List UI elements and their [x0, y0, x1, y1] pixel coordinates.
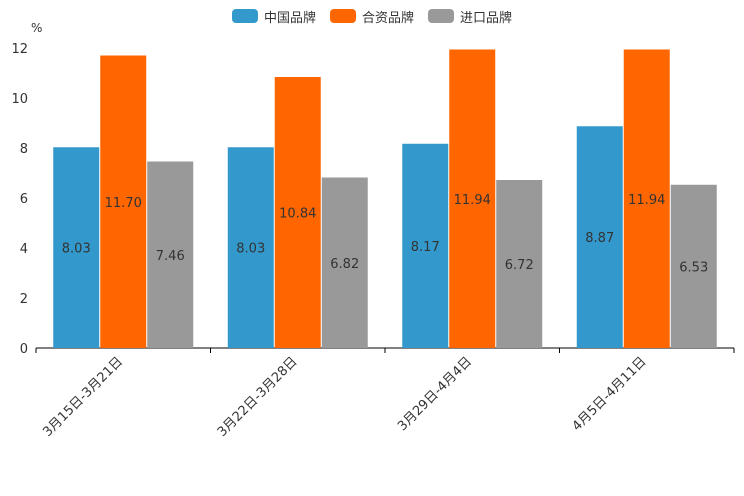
bar — [670, 184, 717, 348]
bar — [623, 49, 670, 348]
legend-item-import[interactable]: 进口品牌 — [428, 6, 512, 26]
legend-swatch-import — [428, 9, 454, 23]
data-label: 11.70 — [105, 196, 142, 211]
y-tick-label: 0 — [20, 342, 28, 357]
data-label: 8.17 — [411, 240, 440, 255]
y-unit-label: % — [31, 21, 43, 35]
legend-item-china[interactable]: 中国品牌 — [231, 6, 316, 26]
y-tick-label: 2 — [20, 292, 28, 307]
data-label: 11.94 — [628, 193, 665, 208]
legend-swatch-china — [231, 9, 258, 23]
y-tick-label: 10 — [11, 92, 28, 107]
data-label: 8.03 — [62, 242, 91, 257]
x-category-label: 3月29日-4月4日 — [395, 354, 475, 434]
data-label: 8.87 — [585, 231, 614, 246]
data-label: 10.84 — [279, 207, 316, 222]
data-label: 6.72 — [505, 258, 534, 273]
data-label: 11.94 — [454, 193, 491, 208]
bar — [100, 55, 147, 348]
x-category-label: 4月5日-4月11日 — [570, 354, 650, 434]
legend-label-jv: 合资品牌 — [361, 10, 414, 26]
legend: 中国品牌 合资品牌 进口品牌 — [0, 6, 744, 26]
x-category-label: 3月22日-3月28日 — [215, 354, 301, 440]
data-label: 8.03 — [236, 242, 265, 257]
bar — [147, 161, 194, 348]
legend-swatch-jv — [329, 9, 356, 23]
y-tick-label: 8 — [20, 142, 28, 157]
data-label: 7.46 — [156, 249, 185, 264]
bar — [321, 177, 368, 348]
data-label: 6.53 — [679, 260, 708, 275]
x-category-label: 3月15日-3月21日 — [40, 354, 126, 440]
bar — [227, 147, 274, 348]
bar — [496, 180, 543, 348]
legend-label-import: 进口品牌 — [460, 10, 513, 26]
legend-label-china: 中国品牌 — [263, 10, 316, 26]
y-tick-label: 4 — [20, 242, 28, 257]
bar — [449, 49, 496, 348]
bar — [576, 126, 623, 348]
legend-item-jv[interactable]: 合资品牌 — [329, 6, 414, 26]
bar — [402, 143, 449, 348]
y-tick-label: 6 — [20, 192, 28, 207]
y-tick-label: 12 — [11, 42, 28, 57]
bar — [53, 147, 100, 348]
bar — [274, 77, 321, 348]
data-label: 6.82 — [330, 257, 359, 272]
